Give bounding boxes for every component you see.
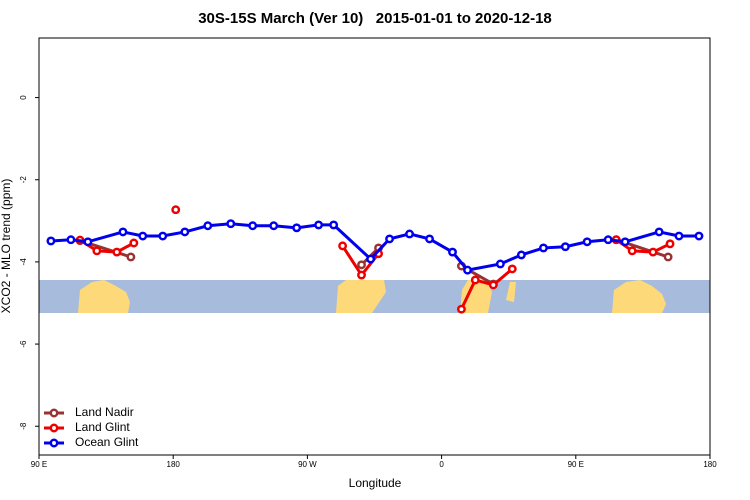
legend-marker bbox=[49, 438, 59, 448]
point bbox=[292, 223, 302, 233]
y-tick-label: -8 bbox=[19, 422, 28, 430]
y-axis-label: XCO2 - MLO trend (ppm) bbox=[0, 179, 13, 314]
point bbox=[665, 239, 675, 249]
map-band bbox=[39, 280, 710, 313]
point bbox=[507, 264, 517, 274]
point bbox=[456, 304, 466, 314]
point bbox=[405, 229, 414, 239]
point bbox=[425, 234, 434, 244]
x-tick-label: 90 E bbox=[568, 460, 584, 469]
land bbox=[506, 282, 516, 302]
chart-title: 30S-15S March (Ver 10) 2015-01-01 to 202… bbox=[198, 10, 552, 27]
land bbox=[336, 280, 386, 313]
point bbox=[203, 221, 213, 231]
x-axis-label: Longitude bbox=[349, 476, 402, 490]
point bbox=[171, 205, 181, 215]
legend-marker bbox=[49, 408, 59, 418]
point bbox=[495, 259, 505, 269]
legend-label: Ocean Glint bbox=[75, 435, 139, 449]
point bbox=[180, 227, 190, 237]
plot-frame bbox=[38, 37, 711, 456]
point bbox=[385, 234, 395, 244]
point bbox=[329, 220, 339, 230]
legend-marker bbox=[49, 423, 59, 433]
point bbox=[46, 236, 56, 246]
point bbox=[674, 231, 684, 241]
point bbox=[663, 252, 673, 262]
point bbox=[627, 246, 637, 256]
point bbox=[448, 247, 457, 257]
point bbox=[620, 237, 630, 247]
point bbox=[654, 227, 664, 237]
point bbox=[269, 221, 279, 231]
land bbox=[78, 280, 130, 313]
point bbox=[66, 235, 76, 245]
point bbox=[538, 243, 548, 253]
x-tick-label: 180 bbox=[703, 460, 717, 469]
point bbox=[488, 280, 498, 290]
point bbox=[126, 252, 136, 262]
point bbox=[603, 235, 613, 245]
point bbox=[694, 231, 704, 241]
point bbox=[366, 254, 376, 264]
point bbox=[338, 241, 348, 251]
land bbox=[460, 280, 492, 313]
legend-label: Land Nadir bbox=[75, 405, 134, 419]
point bbox=[648, 247, 658, 257]
point bbox=[560, 242, 570, 252]
point bbox=[118, 227, 128, 237]
point bbox=[470, 275, 480, 285]
point bbox=[248, 221, 258, 231]
y-tick-label: -6 bbox=[19, 340, 28, 348]
point bbox=[226, 219, 236, 229]
x-tick-label: 90 E bbox=[31, 460, 47, 469]
point bbox=[516, 250, 526, 260]
y-tick-label: -4 bbox=[19, 258, 28, 266]
point bbox=[83, 237, 93, 247]
point bbox=[357, 270, 366, 280]
point bbox=[92, 246, 102, 256]
x-tick-label: 180 bbox=[167, 460, 181, 469]
legend-label: Land Glint bbox=[75, 420, 130, 434]
land bbox=[612, 280, 666, 313]
point bbox=[138, 231, 148, 241]
y-tick-label: 0 bbox=[19, 95, 28, 100]
point bbox=[112, 247, 122, 257]
point bbox=[463, 265, 472, 275]
point bbox=[357, 260, 366, 270]
point bbox=[314, 220, 324, 230]
y-tick-label: -2 bbox=[19, 176, 28, 184]
x-tick-label: 0 bbox=[439, 460, 444, 469]
point bbox=[129, 238, 139, 248]
x-tick-label: 90 W bbox=[298, 460, 317, 469]
point bbox=[582, 237, 592, 247]
point bbox=[158, 231, 168, 241]
